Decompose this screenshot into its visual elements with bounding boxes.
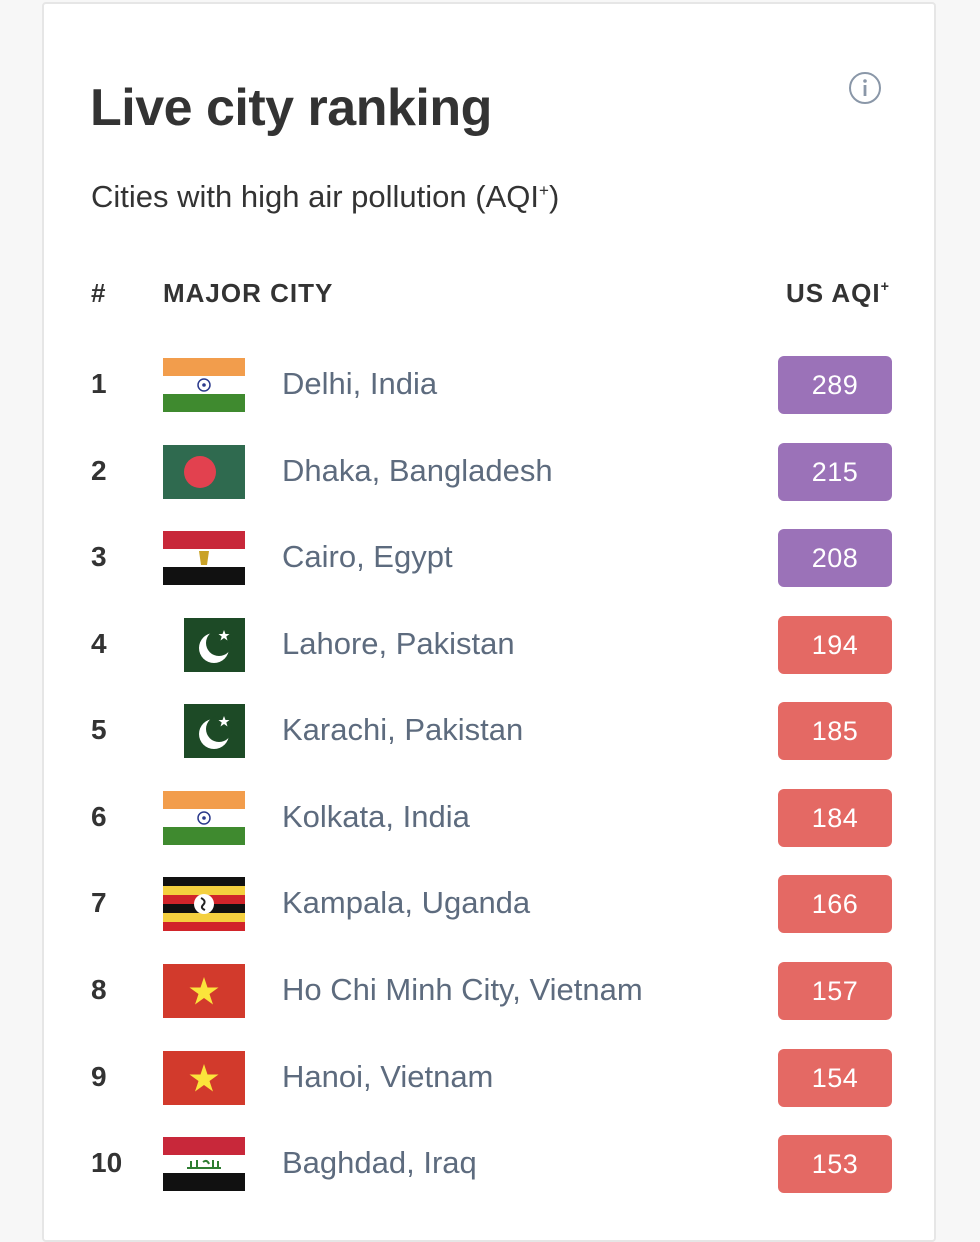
column-header-city: MAJOR CITY [163, 278, 334, 308]
ranking-row[interactable]: 1 Delhi, India 289 [44, 356, 934, 416]
aqi-badge: 289 [778, 356, 892, 414]
pakistan-flag-icon [184, 704, 245, 758]
bangladesh-flag-icon [163, 445, 245, 499]
pakistan-flag-icon [184, 618, 245, 672]
ranking-row[interactable]: 4 Lahore, Pakistan 194 [44, 616, 934, 676]
city-name[interactable]: Lahore, Pakistan [282, 626, 515, 661]
egypt-flag-icon [163, 531, 245, 585]
rank-number: 9 [91, 1061, 107, 1092]
aqi-badge: 154 [778, 1049, 892, 1107]
city-name[interactable]: Baghdad, Iraq [282, 1145, 477, 1180]
rank-number: 4 [91, 628, 107, 659]
vietnam-flag-icon [163, 964, 245, 1018]
aqi-badge: 157 [778, 962, 892, 1020]
ranking-row[interactable]: 5 Karachi, Pakistan 185 [44, 702, 934, 762]
ranking-row[interactable]: 6 Kolkata, India 184 [44, 789, 934, 849]
city-ranking-card: Live city ranking Cities with high air p… [42, 2, 936, 1242]
city-name[interactable]: Ho Chi Minh City, Vietnam [282, 972, 643, 1007]
aqi-badge: 215 [778, 443, 892, 501]
rank-number: 7 [91, 887, 107, 918]
city-name[interactable]: Kampala, Uganda [282, 885, 531, 920]
rank-number: 3 [91, 541, 107, 572]
column-header-rank: # [91, 278, 107, 308]
ranking-row[interactable]: 2 Dhaka, Bangladesh 215 [44, 443, 934, 503]
ranking-row[interactable]: 9 Hanoi, Vietnam 154 [44, 1049, 934, 1109]
rank-number: 1 [91, 368, 107, 399]
ranking-row[interactable]: 3 Cairo, Egypt 208 [44, 529, 934, 589]
aqi-badge: 185 [778, 702, 892, 760]
rank-number: 10 [91, 1147, 123, 1178]
rank-number: 2 [91, 455, 107, 486]
city-name[interactable]: Dhaka, Bangladesh [282, 453, 553, 488]
ranking-row[interactable]: 7 Kampala, Uganda 166 [44, 875, 934, 935]
ranking-row[interactable]: 10 Baghdad, Iraq 153 [44, 1135, 934, 1195]
column-header-aqi: US AQI+ [786, 278, 890, 308]
aqi-badge: 208 [778, 529, 892, 587]
city-name[interactable]: Kolkata, India [282, 799, 470, 834]
city-name[interactable]: Karachi, Pakistan [282, 712, 524, 747]
iraq-flag-icon [163, 1137, 245, 1191]
rank-number: 8 [91, 974, 107, 1005]
city-name[interactable]: Delhi, India [282, 366, 438, 401]
india-flag-icon [163, 358, 245, 412]
card-subtitle: Cities with high air pollution (AQI+) [91, 179, 560, 214]
aqi-badge: 194 [778, 616, 892, 674]
city-name[interactable]: Cairo, Egypt [282, 539, 453, 574]
aqi-badge: 166 [778, 875, 892, 933]
rank-number: 6 [91, 801, 107, 832]
aqi-badge: 184 [778, 789, 892, 847]
vietnam-flag-icon [163, 1051, 245, 1105]
info-icon[interactable] [848, 71, 882, 105]
india-flag-icon [163, 791, 245, 845]
ranking-row[interactable]: 8 Ho Chi Minh City, Vietnam 157 [44, 962, 934, 1022]
rank-number: 5 [91, 714, 107, 745]
uganda-flag-icon [163, 877, 245, 931]
aqi-badge: 153 [778, 1135, 892, 1193]
city-name[interactable]: Hanoi, Vietnam [282, 1059, 494, 1094]
card-title: Live city ranking [90, 79, 492, 137]
